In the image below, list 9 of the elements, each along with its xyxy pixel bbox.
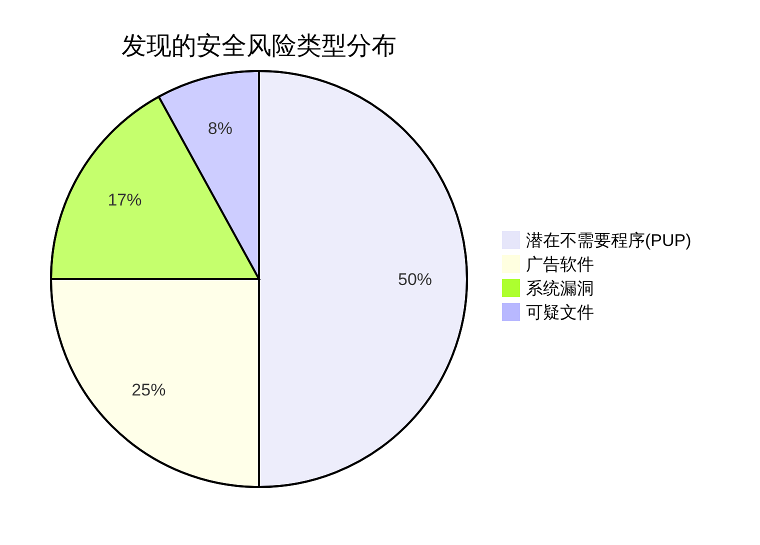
data-label: 17% <box>108 190 142 210</box>
legend-label: 潜在不需要程序(PUP) <box>526 231 692 250</box>
data-label: 25% <box>132 380 166 400</box>
legend-label: 可疑文件 <box>526 303 594 322</box>
chart-title: 发现的安全风险类型分布 <box>122 32 396 60</box>
data-label: 8% <box>208 118 232 138</box>
data-label: 50% <box>398 270 432 289</box>
legend-label: 系统漏洞 <box>526 279 594 298</box>
legend-label: 广告软件 <box>526 255 594 274</box>
